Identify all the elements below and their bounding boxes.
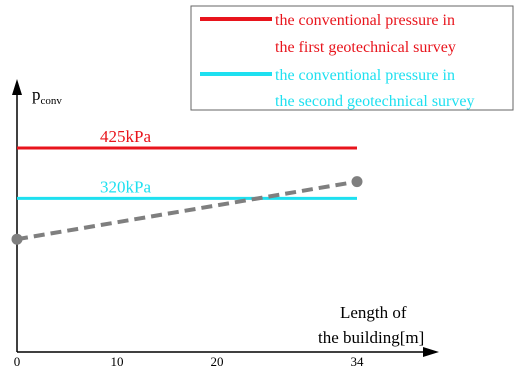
data-point-marker [351,176,363,188]
x-tick-label: 20 [211,354,224,368]
x-axis-label-line2: the building[m] [318,328,424,347]
y-axis-arrow [12,79,22,95]
y-axis-label-subscript: conv [41,95,63,107]
legend: the conventional pressure in the first g… [190,5,514,111]
x-axis-arrow [423,347,439,357]
y-axis-label: pconv [32,85,62,107]
x-tick-label: 10 [111,354,124,368]
x-tick-labels: 0 10 20 34 [14,354,364,368]
legend-box [190,5,514,111]
legend-entry-second-survey-line2: the second geotechnical survey [275,93,474,110]
legend-entry-first-survey-line2: the first geotechnical survey [275,39,456,56]
data-point-marker [11,233,23,245]
series-line-dashed-trend [16,179,358,242]
series-label-first-survey: 425kPa [100,127,151,146]
legend-entry-first-survey-line1: the conventional pressure in [275,12,455,29]
x-tick-label: 34 [351,354,365,368]
series-label-second-survey: 320kPa [100,177,151,196]
x-tick-label: 0 [14,354,21,368]
series-layer: 425kPa 320kPa [11,127,363,245]
legend-entry-second-survey-line1: the conventional pressure in [275,67,455,84]
x-axis-label-line1: Length of [340,303,407,322]
y-axis-label-main: p [32,85,41,104]
